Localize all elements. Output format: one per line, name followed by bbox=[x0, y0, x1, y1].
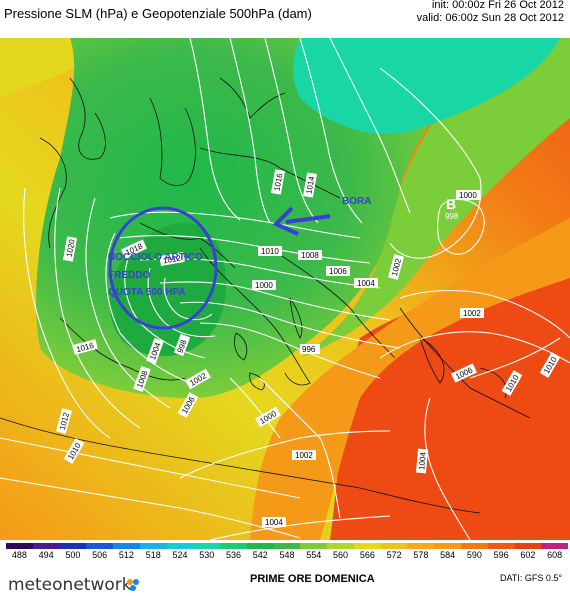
isobar-label: 996 bbox=[302, 345, 316, 354]
colorbar-swatch bbox=[434, 543, 462, 549]
colorbar-swatch bbox=[380, 543, 408, 549]
colorbar-swatch bbox=[514, 543, 542, 549]
isobar-labels: 1020 1018 1016 1016 1014 1012 1010 1008 … bbox=[56, 169, 561, 527]
colorbar-swatch bbox=[6, 543, 33, 549]
colorbar-tick: 590 bbox=[466, 550, 482, 560]
colorbar-tick: 524 bbox=[172, 550, 188, 560]
logo: meteonetwork bbox=[8, 575, 132, 595]
annotation-line-2: FREDDO bbox=[108, 270, 150, 281]
valid-time: valid: 06:00z Sun 28 Oct 2012 bbox=[416, 12, 564, 24]
colorbar-swatch bbox=[59, 543, 87, 549]
isobar-label: 1012 bbox=[162, 253, 182, 265]
trough-edge bbox=[300, 38, 570, 358]
colorbar-swatch bbox=[461, 543, 488, 549]
colorbar-tick: 602 bbox=[520, 550, 536, 560]
colorbar-tick: 506 bbox=[92, 550, 108, 560]
colorbar-tick: 566 bbox=[359, 550, 375, 560]
isobar-label: 1010 bbox=[261, 247, 279, 256]
isobar-label: 1000 bbox=[459, 191, 477, 200]
colorbar-swatch bbox=[327, 543, 354, 549]
colorbar-swatch bbox=[300, 543, 328, 549]
colorbar-tick: 578 bbox=[413, 550, 429, 560]
colorbar-swatch bbox=[407, 543, 435, 549]
colorbar-swatch bbox=[193, 543, 221, 549]
bora-arrow bbox=[285, 214, 331, 224]
colorbar-swatch bbox=[353, 543, 381, 549]
isobar-label: 1016 bbox=[272, 172, 284, 192]
weather-map: 1020 1018 1016 1016 1014 1012 1010 1008 … bbox=[0, 38, 570, 540]
colorbar-swatch bbox=[166, 543, 194, 549]
bora-arrow-head bbox=[272, 206, 299, 236]
isobar-label: 1006 bbox=[329, 267, 347, 276]
colorbar-tick: 542 bbox=[252, 550, 268, 560]
colorbar-tick: 548 bbox=[279, 550, 295, 560]
colorbar-swatch bbox=[487, 543, 515, 549]
isobar-label: 998 bbox=[176, 338, 189, 354]
data-credits: DATI: GFS 0.5° bbox=[500, 573, 562, 583]
colorbar-swatch bbox=[541, 543, 569, 549]
colorbar-tick: 494 bbox=[38, 550, 54, 560]
run-info: init: 00:00z Fri 26 Oct 2012 valid: 06:0… bbox=[417, 0, 564, 25]
colorbar-swatch bbox=[113, 543, 140, 549]
colorbar-tick: 512 bbox=[118, 550, 134, 560]
low-pressure-value: 998 bbox=[445, 212, 459, 221]
init-time: init: 00:00z Fri 26 Oct 2012 bbox=[431, 0, 564, 11]
colorbar-tick: 488 bbox=[11, 550, 27, 560]
colorbar-tick: 518 bbox=[145, 550, 161, 560]
colorbar-swatch bbox=[86, 543, 114, 549]
colorbar-tick: 584 bbox=[440, 550, 456, 560]
colorbar-tick: 572 bbox=[386, 550, 402, 560]
isobar-label: 1002 bbox=[295, 451, 313, 460]
colorbar-tick: 536 bbox=[225, 550, 242, 560]
colorbar-swatch bbox=[32, 543, 60, 549]
colorbar-swatch bbox=[139, 543, 167, 549]
colorbar-labels: 488 494 500 506 512 518 524 530 536 542 548 554 560 5… bbox=[6, 550, 568, 560]
coastlines bbox=[0, 77, 531, 514]
colorbar-tick: 560 bbox=[333, 550, 349, 560]
annotation-line-1: NOCCIOLO ARTICO bbox=[108, 252, 203, 263]
footer-title: PRIME ORE DOMENICA bbox=[250, 573, 375, 585]
colorbar-tick: 554 bbox=[306, 550, 322, 560]
isobar-label: 1008 bbox=[301, 251, 319, 260]
map-title: Pressione SLM (hPa) e Geopotenziale 500h… bbox=[4, 6, 312, 21]
isobar-label: 1020 bbox=[65, 238, 77, 258]
colorbar-swatch bbox=[246, 543, 274, 549]
colorbar-tick: 500 bbox=[65, 550, 81, 560]
bora-label: BORA bbox=[342, 196, 371, 207]
logo-icon bbox=[127, 579, 139, 591]
isobar-label: 1004 bbox=[417, 451, 428, 470]
warm-zone-orange bbox=[250, 218, 570, 540]
isobar-label: 1002 bbox=[463, 309, 481, 318]
colorbar-tick: 530 bbox=[199, 550, 215, 560]
isobar-label: 1004 bbox=[357, 279, 375, 288]
colorbar-tick: 596 bbox=[493, 550, 509, 560]
colorbar-swatch bbox=[273, 543, 301, 549]
cold-core-ellipse bbox=[108, 206, 218, 330]
cyan-core bbox=[293, 38, 560, 134]
isobar-label: 1014 bbox=[304, 175, 316, 195]
colorbar-strip bbox=[6, 543, 569, 549]
colorbar-swatch bbox=[220, 543, 247, 549]
low-pressure-marker: B bbox=[446, 196, 456, 212]
colorbar-tick: 608 bbox=[547, 550, 563, 560]
isobar-label: 1000 bbox=[255, 281, 273, 290]
colorbar: 488 494 500 506 512 518 524 530 536 542 548 554 560 5… bbox=[6, 543, 569, 560]
annotation-line-3: QUOTA 500 HPA bbox=[108, 287, 186, 298]
isobar-label: 1004 bbox=[265, 518, 283, 527]
